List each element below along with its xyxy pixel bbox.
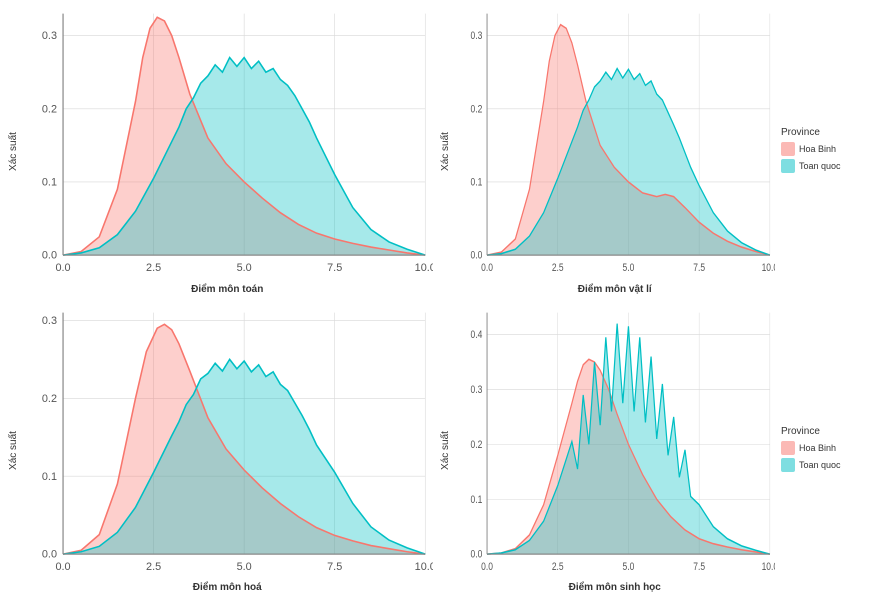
svg-text:0.1: 0.1 — [42, 177, 57, 189]
legend-label: Toan quoc — [799, 460, 841, 470]
svg-text:10.0: 10.0 — [415, 262, 433, 274]
svg-text:0.4: 0.4 — [470, 329, 482, 341]
x-axis-title: Điểm môn hoá — [22, 580, 433, 597]
legend-item-toan_quoc[interactable]: Toan quoc — [781, 458, 865, 472]
svg-text:0.0: 0.0 — [42, 250, 57, 262]
svg-text:0.2: 0.2 — [42, 393, 57, 405]
x-axis-title: Điểm môn vật lí — [455, 282, 776, 299]
svg-text:7.5: 7.5 — [327, 561, 342, 573]
svg-text:0.1: 0.1 — [470, 177, 482, 189]
y-axis-title-text: Xác suất — [8, 132, 19, 171]
svg-text:0.2: 0.2 — [42, 103, 57, 115]
svg-text:2.5: 2.5 — [146, 561, 161, 573]
legend-title: Province — [781, 127, 865, 138]
svg-text:7.5: 7.5 — [693, 262, 705, 274]
legend-swatch-icon — [781, 441, 795, 455]
svg-text:2.5: 2.5 — [551, 262, 563, 274]
svg-text:0.0: 0.0 — [481, 561, 493, 573]
legend-label: Hoa Binh — [799, 144, 836, 154]
y-axis-title-text: Xác suất — [440, 132, 451, 171]
plot-area: 0.0 0.1 0.2 0.3 0.0 2.5 5.0 7.5 10.0 — [22, 4, 433, 282]
x-axis-title: Điểm môn toán — [22, 282, 433, 299]
svg-text:0.0: 0.0 — [55, 262, 70, 274]
svg-text:7.5: 7.5 — [693, 561, 705, 573]
legend-item-toan_quoc[interactable]: Toan quoc — [781, 159, 865, 173]
svg-text:2.5: 2.5 — [146, 262, 161, 274]
y-axis-title: Xác suất — [4, 303, 22, 597]
svg-text:10.0: 10.0 — [415, 561, 433, 573]
svg-text:0.3: 0.3 — [470, 384, 482, 396]
svg-text:5.0: 5.0 — [237, 561, 252, 573]
svg-text:5.0: 5.0 — [622, 262, 634, 274]
panel-hoa: Xác suất 0.0 0.1 0.2 0.3 0.0 2.5 5.0 7.5 10.0 Điểm… — [4, 303, 433, 597]
panel-toan: Xác suất 0.0 0.1 0.2 0.3 0.0 2.5 5.0 7.5 10.0 Điểm… — [4, 4, 433, 299]
legend: Province Hoa Binh Toan quoc — [775, 303, 865, 597]
svg-text:10.0: 10.0 — [761, 262, 775, 274]
svg-text:10.0: 10.0 — [761, 561, 775, 573]
svg-text:5.0: 5.0 — [622, 561, 634, 573]
legend-title: Province — [781, 426, 865, 437]
y-axis-title: Xác suất — [437, 303, 455, 597]
svg-text:5.0: 5.0 — [237, 262, 252, 274]
svg-text:0.1: 0.1 — [42, 471, 57, 483]
svg-text:0.3: 0.3 — [42, 30, 57, 42]
svg-text:7.5: 7.5 — [327, 262, 342, 274]
plot-area: 0.0 0.1 0.2 0.3 0.4 0.0 2.5 5.0 7.5 10.0 — [455, 303, 776, 581]
legend: Province Hoa Binh Toan quoc — [775, 4, 865, 299]
legend-label: Hoa Binh — [799, 443, 836, 453]
svg-text:0.2: 0.2 — [470, 439, 482, 451]
y-axis-title-text: Xác suất — [8, 431, 19, 470]
legend-swatch-icon — [781, 159, 795, 173]
svg-text:0.3: 0.3 — [42, 315, 57, 327]
plot-area: 0.0 0.1 0.2 0.3 0.0 2.5 5.0 7.5 10.0 — [455, 4, 776, 282]
legend-item-hoa_binh[interactable]: Hoa Binh — [781, 142, 865, 156]
legend-swatch-icon — [781, 458, 795, 472]
y-axis-title: Xác suất — [437, 4, 455, 299]
svg-text:0.2: 0.2 — [470, 103, 482, 115]
legend-label: Toan quoc — [799, 161, 841, 171]
svg-text:0.0: 0.0 — [42, 548, 57, 560]
svg-text:0.0: 0.0 — [55, 561, 70, 573]
y-axis-title-text: Xác suất — [440, 431, 451, 470]
svg-text:0.0: 0.0 — [481, 262, 493, 274]
svg-text:2.5: 2.5 — [551, 561, 563, 573]
x-axis-title: Điểm môn sinh học — [455, 580, 776, 597]
svg-text:0.0: 0.0 — [470, 250, 482, 262]
svg-text:0.0: 0.0 — [470, 549, 482, 561]
legend-item-hoa_binh[interactable]: Hoa Binh — [781, 441, 865, 455]
svg-text:0.3: 0.3 — [470, 30, 482, 42]
chart-grid: Xác suất 0.0 0.1 0.2 0.3 0.0 2.5 5.0 7.5 10.0 Điểm… — [0, 0, 869, 585]
plot-area: 0.0 0.1 0.2 0.3 0.0 2.5 5.0 7.5 10.0 — [22, 303, 433, 581]
svg-text:0.1: 0.1 — [470, 494, 482, 506]
panel-vatli: Xác suất 0.0 0.1 0.2 0.3 0.0 2.5 5.0 7.5 10.0 Điểm… — [437, 4, 866, 299]
y-axis-title: Xác suất — [4, 4, 22, 299]
legend-swatch-icon — [781, 142, 795, 156]
panel-sinhhoc: Xác suất 0.0 0.1 0.2 0.3 0.4 0.0 2.5 5.0 7.5 10.0 Đ… — [437, 303, 866, 597]
